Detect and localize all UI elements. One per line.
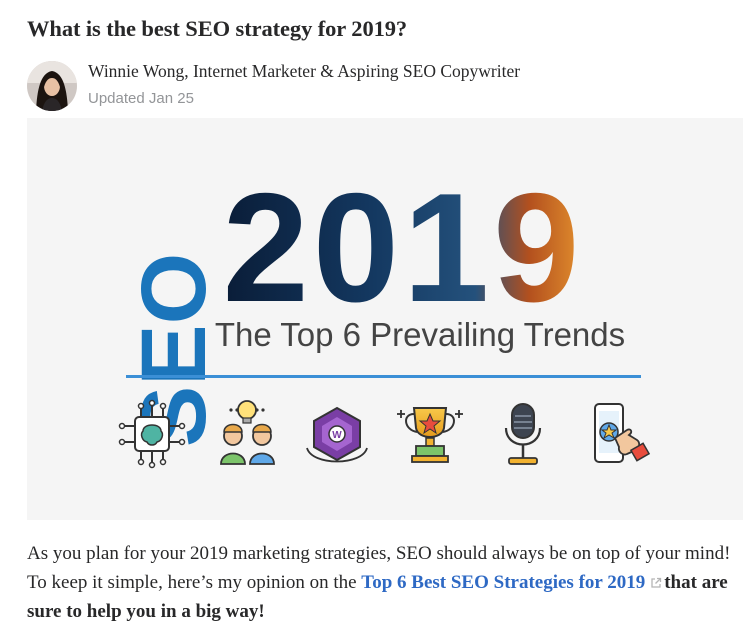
answer-body: As you plan for your 2019 marketing stra…: [27, 539, 745, 626]
answer-text-intro: As you plan for your 2019 marketing stra…: [27, 543, 731, 593]
trophy-icon: [397, 407, 463, 463]
author-avatar[interactable]: [27, 61, 77, 111]
ai-chip-icon: [118, 399, 186, 469]
people-idea-icon: [220, 400, 275, 465]
external-link-icon: [651, 577, 662, 588]
svg-text:2019: 2019: [223, 161, 584, 334]
author-row: Winnie Wong, Internet Marketer & Aspirin…: [27, 60, 727, 112]
updated-timestamp[interactable]: Updated Jan 25: [88, 90, 194, 107]
phone-review-icon: [594, 403, 651, 463]
hero-image[interactable]: SEO 2019 The Top 6 Prevailing Trends: [27, 118, 743, 520]
question-title[interactable]: What is the best SEO strategy for 2019?: [27, 16, 408, 41]
hexagon-w-icon: W: [306, 406, 368, 463]
answer-text-closing: that are sure to help you in a big way!: [27, 572, 728, 622]
author-name[interactable]: Winnie Wong, Internet Marketer & Aspirin…: [88, 61, 521, 81]
microphone-icon: [504, 403, 542, 465]
svg-text:W: W: [332, 430, 342, 441]
hero-divider: [126, 375, 641, 378]
year-2019-text: 2019: [223, 161, 584, 334]
hero-subtitle: The Top 6 Prevailing Trends: [215, 316, 625, 353]
top-6-seo-strategies-link[interactable]: Top 6 Best SEO Strategies for 2019: [361, 572, 646, 593]
